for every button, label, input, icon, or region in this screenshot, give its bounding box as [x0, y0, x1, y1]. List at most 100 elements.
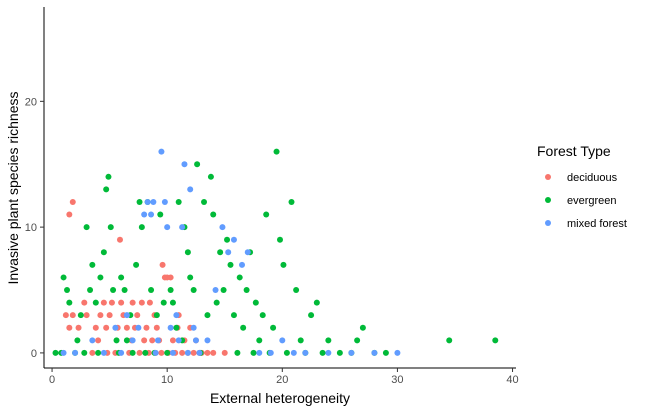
- legend: Forest Type deciduous evergreen mixed fore…: [537, 143, 627, 230]
- y-tick-label-0: 0: [31, 348, 37, 360]
- point-evergreen-40: [173, 324, 180, 331]
- point-mixed-forest-29: [204, 337, 211, 344]
- point-mixed-forest-38: [279, 337, 286, 344]
- point-evergreen-82: [325, 337, 332, 344]
- point-mixed-forest-24: [184, 349, 191, 356]
- point-evergreen-2: [60, 274, 67, 281]
- point-evergreen-77: [297, 337, 304, 344]
- point-deciduous-33: [146, 299, 153, 306]
- point-evergreen-0: [52, 349, 59, 356]
- point-mixed-forest-23: [181, 161, 188, 168]
- point-evergreen-17: [105, 173, 112, 180]
- legend-label-mixed-forest: mixed forest: [567, 218, 627, 230]
- point-evergreen-67: [259, 312, 266, 319]
- point-evergreen-19: [110, 287, 117, 294]
- point-evergreen-59: [234, 349, 241, 356]
- point-deciduous-1: [69, 198, 76, 205]
- point-evergreen-24: [123, 337, 130, 344]
- point-mixed-forest-11: [148, 211, 155, 218]
- point-deciduous-5: [75, 324, 82, 331]
- point-deciduous-40: [159, 261, 166, 268]
- point-evergreen-16: [103, 186, 110, 193]
- point-deciduous-39: [158, 349, 165, 356]
- x-axis-title: External heterogeneity: [210, 390, 350, 406]
- point-evergreen-73: [280, 261, 287, 268]
- point-evergreen-60: [236, 274, 243, 281]
- point-deciduous-30: [141, 337, 148, 344]
- point-deciduous-20: [118, 299, 125, 306]
- point-mixed-forest-16: [161, 198, 168, 205]
- point-evergreen-41: [175, 198, 182, 205]
- point-evergreen-46: [190, 287, 197, 294]
- point-evergreen-34: [153, 312, 160, 319]
- point-evergreen-83: [336, 349, 343, 356]
- point-mixed-forest-22: [179, 224, 186, 231]
- point-evergreen-90: [492, 337, 499, 344]
- point-evergreen-26: [129, 349, 136, 356]
- point-mixed-forest-20: [173, 312, 180, 319]
- point-mixed-forest-41: [325, 349, 332, 356]
- point-deciduous-44: [167, 274, 174, 281]
- point-evergreen-13: [95, 349, 102, 356]
- points-layer: [52, 148, 499, 356]
- point-evergreen-55: [220, 287, 227, 294]
- x-tick-label-20: 20: [276, 374, 288, 386]
- point-deciduous-7: [83, 312, 90, 319]
- point-evergreen-52: [210, 211, 217, 218]
- point-evergreen-15: [100, 249, 107, 256]
- point-evergreen-14: [97, 274, 104, 281]
- point-deciduous-29: [138, 299, 145, 306]
- y-axis-ticks: 0 10 20: [25, 96, 44, 360]
- point-mixed-forest-28: [196, 349, 203, 356]
- point-evergreen-62: [243, 287, 250, 294]
- point-evergreen-44: [184, 249, 191, 256]
- point-evergreen-10: [87, 287, 94, 294]
- point-deciduous-12: [100, 299, 107, 306]
- point-evergreen-32: [148, 287, 155, 294]
- point-mixed-forest-9: [141, 211, 148, 218]
- point-evergreen-89: [446, 337, 453, 344]
- point-mixed-forest-17: [164, 224, 171, 231]
- point-evergreen-88: [382, 349, 389, 356]
- point-evergreen-66: [256, 337, 263, 344]
- point-mixed-forest-33: [230, 236, 237, 243]
- point-deciduous-28: [136, 349, 143, 356]
- point-deciduous-27: [134, 312, 141, 319]
- point-mixed-forest-0: [60, 349, 67, 356]
- point-mixed-forest-14: [154, 337, 161, 344]
- point-evergreen-70: [270, 324, 277, 331]
- point-mixed-forest-27: [192, 337, 199, 344]
- point-deciduous-53: [190, 349, 197, 356]
- point-deciduous-37: [153, 324, 160, 331]
- legend-label-deciduous: deciduous: [567, 172, 618, 184]
- point-evergreen-11: [89, 261, 96, 268]
- point-mixed-forest-8: [135, 324, 142, 331]
- point-evergreen-20: [113, 337, 120, 344]
- point-mixed-forest-12: [150, 198, 157, 205]
- point-deciduous-25: [129, 299, 136, 306]
- point-evergreen-47: [194, 161, 201, 168]
- point-deciduous-9: [92, 324, 99, 331]
- point-evergreen-45: [187, 274, 194, 281]
- point-mixed-forest-44: [394, 349, 401, 356]
- legend-key-deciduous: [545, 174, 551, 180]
- legend-items: deciduous evergreen mixed forest: [545, 172, 627, 230]
- point-evergreen-79: [308, 312, 315, 319]
- point-deciduous-13: [103, 324, 110, 331]
- point-evergreen-39: [169, 299, 176, 306]
- point-mixed-forest-37: [267, 349, 274, 356]
- point-deciduous-22: [123, 324, 130, 331]
- point-mixed-forest-1: [72, 349, 79, 356]
- point-mixed-forest-32: [225, 249, 232, 256]
- point-evergreen-18: [107, 224, 114, 231]
- point-evergreen-23: [121, 287, 128, 294]
- point-mixed-forest-31: [219, 224, 226, 231]
- point-mixed-forest-6: [123, 312, 130, 319]
- x-axis-ticks: 0 10 20 30 40: [49, 368, 519, 386]
- point-evergreen-36: [160, 299, 167, 306]
- point-deciduous-34: [149, 337, 156, 344]
- point-deciduous-8: [89, 349, 96, 356]
- point-mixed-forest-18: [167, 324, 174, 331]
- point-mixed-forest-13: [152, 349, 159, 356]
